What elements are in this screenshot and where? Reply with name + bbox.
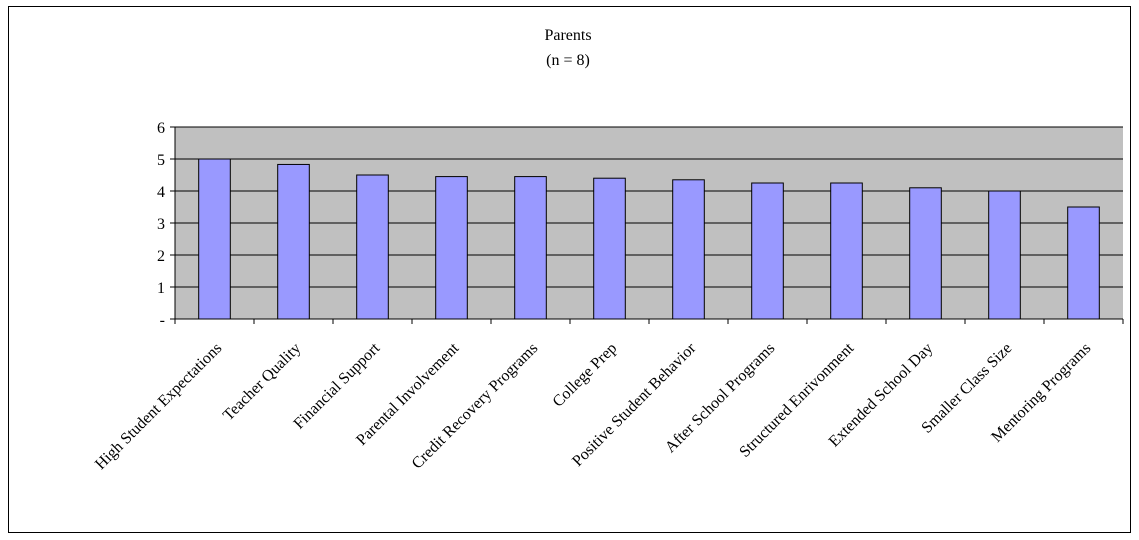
bar: [593, 177, 626, 320]
bar: [435, 176, 468, 320]
bar: [514, 176, 547, 320]
y-tick-label: 3: [157, 216, 165, 233]
bar: [672, 179, 705, 320]
y-tick-label: 5: [157, 152, 165, 169]
bar: [909, 187, 942, 320]
chart-subtitle: (n = 8): [546, 52, 590, 69]
bar: [277, 163, 310, 320]
bar: [751, 182, 784, 320]
bar: [988, 190, 1021, 320]
y-tick-label: 2: [157, 248, 165, 265]
y-tick-label: -: [160, 312, 165, 329]
y-tick-label: 6: [157, 120, 165, 137]
x-tick-label: Financial Support: [291, 339, 384, 432]
bar: [830, 182, 863, 320]
x-tick-label: Teacher Quality: [220, 340, 304, 424]
y-tick-label: 1: [157, 280, 165, 297]
x-tick-label: Credit Recovery Programs: [409, 340, 542, 473]
y-tick-label: 4: [157, 184, 165, 201]
bar: [1067, 206, 1100, 320]
x-tick-label: College Prep: [550, 340, 621, 411]
bar: [356, 174, 389, 320]
x-tick-label: High Student Expectations: [92, 340, 225, 473]
bar: [198, 158, 231, 320]
chart-title: Parents: [544, 27, 591, 44]
